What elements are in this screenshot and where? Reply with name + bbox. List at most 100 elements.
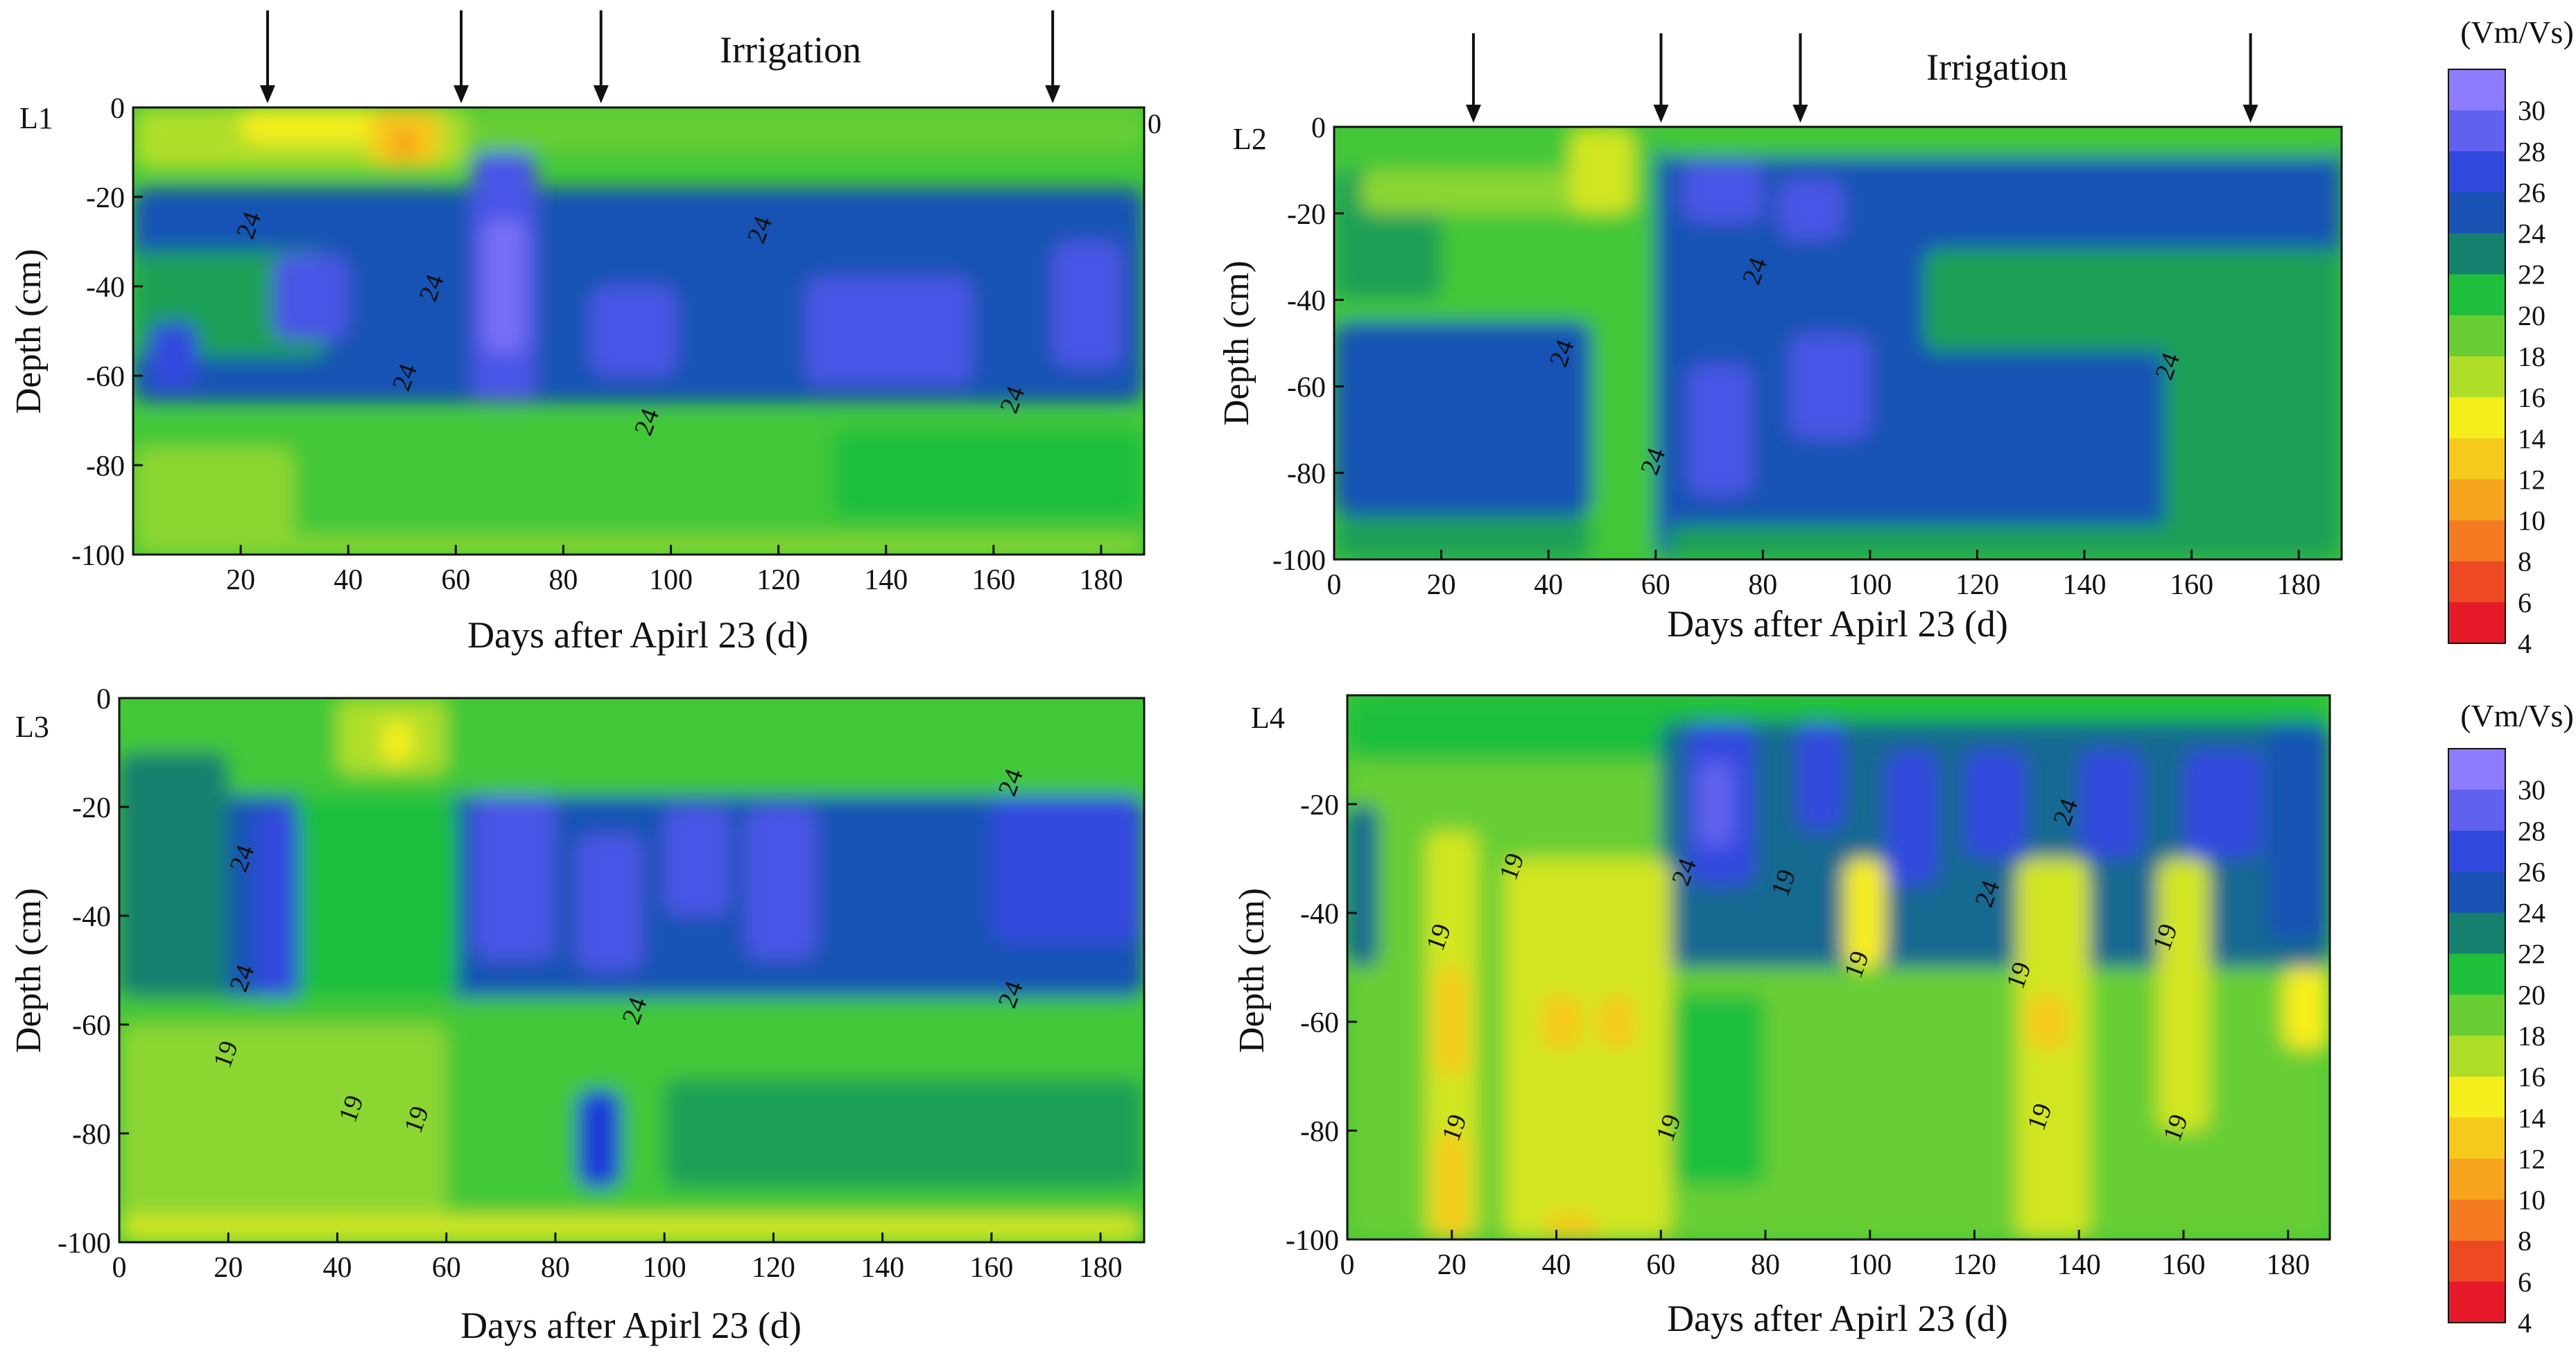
- x-tick-label: 0: [1340, 1249, 1355, 1281]
- colorbar-tick-label: 24: [2518, 898, 2545, 929]
- panel-label-l1: L1: [19, 101, 53, 135]
- contour-zone: [1570, 127, 1634, 214]
- colorbar-tick-label: 20: [2518, 980, 2545, 1011]
- contour-zone: [1697, 760, 1734, 848]
- colorbar-swatch: [2448, 110, 2505, 152]
- x-tick-label: 100: [643, 1252, 686, 1284]
- colorbar-tick-label: 4: [2518, 1307, 2532, 1339]
- down-arrow-icon: [1653, 33, 1669, 123]
- x-ticks-l4: 0 20 40 60 80 100 120 140 160 180: [1340, 1230, 2310, 1281]
- contour-zone: [1844, 858, 1886, 968]
- colorbar-swatch: [2448, 994, 2505, 1036]
- y-tick-label: -40: [1300, 898, 1339, 930]
- y-tick-label: -20: [1300, 790, 1339, 821]
- colorbar-tick-label: 22: [2518, 939, 2545, 970]
- colorbar-tick-label: 10: [2518, 1185, 2545, 1216]
- x-tick-label: 180: [2266, 1249, 2310, 1281]
- x-tick-label: 100: [649, 564, 693, 596]
- x-tick-label: 0: [1327, 569, 1342, 601]
- y-axis-label-l3: Depth (cm): [9, 888, 49, 1053]
- y-tick-label: -80: [72, 1119, 111, 1151]
- contour-zone: [381, 720, 414, 764]
- contour-zone: [1779, 178, 1844, 240]
- contour-zone: [255, 807, 300, 998]
- contour-zone: [1964, 749, 2027, 859]
- contour-zone: [474, 796, 555, 959]
- contour-zone: [1436, 967, 1468, 1077]
- x-tick-label: 160: [969, 1252, 1013, 1284]
- y-tick-label: 0: [1311, 112, 1326, 144]
- colorbar-tick-label: 12: [2518, 464, 2545, 495]
- contour-zone: [119, 1025, 447, 1242]
- x-tick-label: 120: [757, 564, 800, 596]
- contour-zone: [2164, 299, 2342, 559]
- panel-label-l4: L4: [1251, 701, 1285, 735]
- contour-zone: [1655, 127, 2342, 157]
- x-tick-label: 180: [1079, 1252, 1123, 1284]
- colorbar-tick-label: 18: [2518, 341, 2545, 372]
- colorbar-tick-label: 4: [2518, 628, 2532, 659]
- colorbar-tick-label: 28: [2518, 815, 2545, 846]
- x-tick-label: 140: [2063, 569, 2107, 601]
- y-tick-label: -80: [1287, 458, 1326, 490]
- y-tick-label: -100: [1272, 545, 1326, 577]
- colorbar-tick-label: 16: [2518, 382, 2545, 413]
- x-tick-label: 60: [432, 1252, 461, 1284]
- x-tick-label: 40: [334, 564, 363, 596]
- colorbar-swatch: [2448, 602, 2505, 644]
- colorbar-swatch: [2448, 561, 2505, 603]
- contour-zone: [664, 807, 730, 916]
- contour-zone: [2157, 858, 2210, 1131]
- colorbar-swatch: [2448, 1077, 2505, 1118]
- x-tick-label: 80: [1751, 1249, 1780, 1281]
- colorbar-swatches-bottom: [2448, 748, 2506, 1323]
- y-axis-label-l2: Depth (cm): [1217, 261, 1256, 426]
- colorbar-tick-label: 12: [2518, 1143, 2545, 1174]
- colorbar-title-bottom: (Vm/Vs): [2460, 698, 2574, 733]
- colorbar-swatch: [2448, 749, 2505, 790]
- x-tick-label: 60: [441, 564, 470, 596]
- contour-zone: [805, 277, 972, 385]
- contour-zone: [1436, 1131, 1468, 1239]
- x-tick-label: 20: [226, 564, 255, 596]
- contour-zone: [293, 796, 458, 998]
- contour-zone: [2026, 994, 2069, 1050]
- y-tick-label: -100: [1286, 1225, 1339, 1257]
- colorbar-swatch: [2448, 192, 2505, 234]
- contour-zone: [1885, 749, 1938, 886]
- y-tick-label: -100: [58, 1228, 111, 1260]
- colorbar-tick-label: 6: [2518, 1266, 2532, 1298]
- irrigation-label-l2: Irrigation: [1926, 46, 2068, 88]
- colorbar-swatch: [2448, 1117, 2505, 1159]
- plot-frame-l3: [118, 697, 1146, 1244]
- y-tick-label: -60: [86, 361, 125, 393]
- y-axis-label-l4: Depth (cm): [1232, 888, 1272, 1053]
- contour-zone: [2079, 749, 2142, 859]
- colorbar-swatch: [2448, 1281, 2505, 1323]
- colorbar-swatch: [2448, 912, 2505, 955]
- colorbar-swatch: [2448, 790, 2505, 831]
- colorbar-tick-label: 16: [2518, 1061, 2545, 1093]
- plot-frame-l4: [1346, 694, 2331, 1241]
- contour-zone: [1053, 241, 1123, 367]
- y-tick-label: -80: [1300, 1116, 1339, 1148]
- x-tick-label: 80: [541, 1252, 570, 1284]
- irrigation-label-l1: Irrigation: [720, 29, 861, 71]
- x-axis-label-l2: Days after Apirl 23 (d): [1667, 603, 2008, 645]
- y-tick-label: -80: [86, 451, 125, 482]
- colorbar-tick-label: 26: [2518, 177, 2545, 208]
- colorbar-bottom: (Vm/Vs) 30 28 26 24 22 20 18 16 14 12 10 8 6 4: [2448, 698, 2574, 1339]
- x-axis-label-l1: Days after Apirl 23 (d): [467, 614, 809, 656]
- x-tick-label: 140: [864, 564, 908, 596]
- colorbar-swatch: [2448, 1199, 2505, 1242]
- down-arrow-icon: [453, 10, 469, 103]
- plot-frame-l2: [1333, 125, 2343, 561]
- contour-zone: [1591, 213, 1667, 559]
- contour-zone: [1789, 334, 1870, 439]
- heatmap-l1: [133, 107, 1144, 555]
- contour-zone: [664, 1079, 1144, 1188]
- contour-zone: [991, 796, 1144, 943]
- x-tick-label: 180: [1079, 564, 1123, 596]
- y-ticks-l4: -20 -40 -60 -80 -100: [1286, 790, 1357, 1257]
- heatmap-l2: [1334, 127, 2342, 559]
